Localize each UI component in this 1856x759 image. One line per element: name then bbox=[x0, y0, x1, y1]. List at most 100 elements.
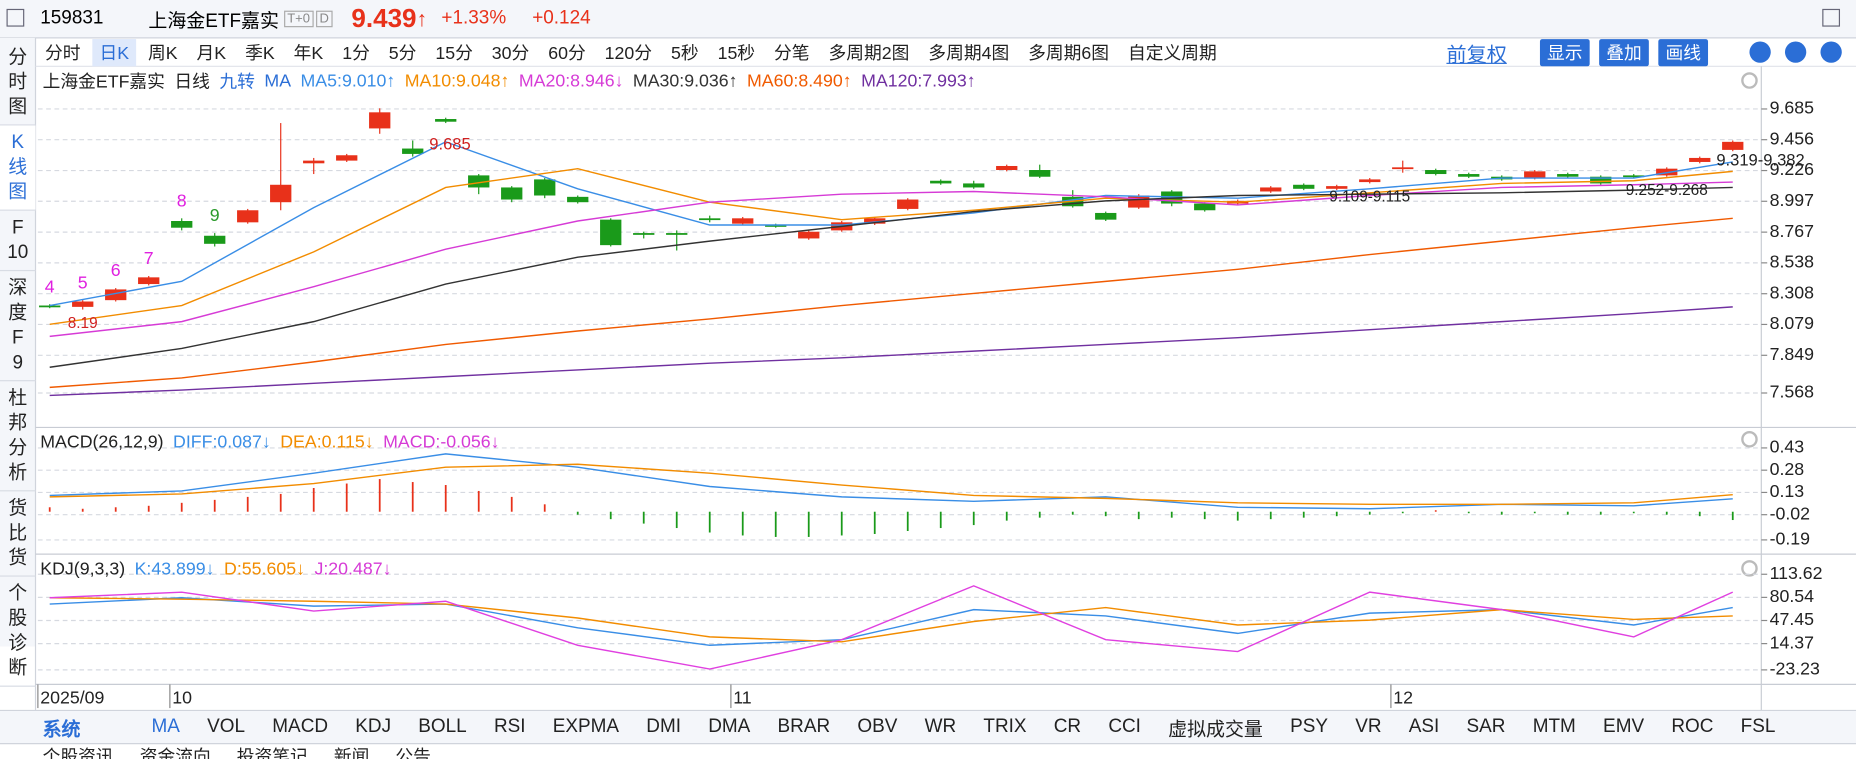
info-tab[interactable]: 公告 bbox=[395, 746, 431, 759]
candle-body bbox=[1425, 170, 1447, 175]
y-tick-label: 0.28 bbox=[1770, 459, 1805, 479]
indicator-tab[interactable]: EXPMA bbox=[552, 716, 620, 737]
side-tab[interactable]: 货比货 bbox=[0, 491, 36, 577]
candle-body bbox=[633, 233, 655, 235]
period-tab[interactable]: 月K bbox=[196, 43, 227, 64]
candle-body bbox=[1689, 157, 1711, 162]
candle-body bbox=[237, 210, 259, 223]
candle-body bbox=[864, 218, 886, 224]
side-tab[interactable]: 分时图 bbox=[0, 40, 36, 126]
legend-item: 上海金ETF嘉实 bbox=[42, 71, 165, 92]
candle-body bbox=[963, 183, 985, 188]
period-tab[interactable]: 多周期6图 bbox=[1028, 43, 1110, 64]
side-tab[interactable]: F10 bbox=[0, 211, 36, 272]
macd-legend: MACD(26,12,9) DIFF:0.087↓ DEA:0.115↓ MACD:-… bbox=[40, 430, 509, 454]
indicator-tab[interactable]: SAR bbox=[1466, 716, 1506, 737]
period-tab[interactable]: 60分 bbox=[548, 43, 586, 64]
candle-body bbox=[171, 220, 193, 228]
candle-body bbox=[1326, 186, 1348, 189]
candle-body bbox=[72, 301, 94, 307]
indicator-tab[interactable]: VR bbox=[1355, 716, 1382, 737]
period-tab[interactable]: 多周期4图 bbox=[928, 43, 1010, 64]
annotation: 4 bbox=[45, 276, 55, 296]
indicator-tab[interactable]: 虚拟成交量 bbox=[1168, 719, 1263, 741]
settings-icon[interactable] bbox=[1741, 560, 1758, 577]
toolbar-button[interactable]: 显示 bbox=[1539, 38, 1590, 66]
toolbar-button[interactable]: 叠加 bbox=[1599, 38, 1649, 66]
indicator-tab[interactable]: EMV bbox=[1603, 716, 1645, 737]
window-icon[interactable] bbox=[1822, 8, 1841, 27]
indicator-tab[interactable]: ASI bbox=[1408, 716, 1440, 737]
period-tab[interactable]: 15分 bbox=[435, 43, 473, 64]
y-tick-label: 7.568 bbox=[1770, 382, 1815, 402]
legend-item: MA120:7.993↑ bbox=[861, 70, 976, 91]
zoom-in-button[interactable] bbox=[1784, 41, 1807, 63]
indicator-tab[interactable]: WR bbox=[924, 716, 957, 737]
candle-body bbox=[468, 175, 490, 188]
indicator-tab[interactable]: BRAR bbox=[777, 716, 831, 737]
period-tab[interactable]: 1分 bbox=[342, 43, 370, 64]
period-tab[interactable]: 5秒 bbox=[670, 43, 699, 64]
indicator-line bbox=[49, 585, 1734, 670]
side-tab[interactable]: 深度F9 bbox=[0, 271, 36, 382]
info-tab[interactable]: 个股资讯 bbox=[42, 746, 114, 759]
legend-item: MA60:8.490↑ bbox=[747, 70, 852, 91]
settings-icon[interactable] bbox=[1741, 72, 1758, 89]
indicator-tab[interactable]: BOLL bbox=[418, 716, 467, 737]
indicator-tab[interactable]: ROC bbox=[1671, 716, 1714, 737]
period-tab[interactable]: 5分 bbox=[388, 43, 417, 64]
period-tab[interactable]: 自定义周期 bbox=[1127, 43, 1217, 64]
indicator-tab[interactable]: MTM bbox=[1532, 716, 1576, 737]
side-tab[interactable]: K线图 bbox=[0, 125, 36, 211]
indicator-tab[interactable]: MA bbox=[151, 716, 180, 737]
indicator-tab[interactable]: CR bbox=[1053, 716, 1082, 737]
period-tab[interactable]: 15秒 bbox=[717, 43, 756, 64]
indicator-tab[interactable]: VOL bbox=[207, 716, 246, 737]
candle-body bbox=[1722, 141, 1744, 150]
title-row: 159831 上海金ETF嘉实 T+0 D 9.439 ↑ +1.33% +0.… bbox=[40, 4, 590, 34]
system-tab[interactable]: 系统 bbox=[42, 719, 81, 741]
indicator-tab[interactable]: MACD bbox=[272, 716, 329, 737]
info-tab[interactable]: 投资笔记 bbox=[236, 746, 308, 759]
zoom-out-button[interactable] bbox=[1820, 41, 1842, 63]
candle-body bbox=[1260, 187, 1282, 192]
indicator-tab[interactable]: CCI bbox=[1108, 716, 1141, 737]
period-tab[interactable]: 分时 bbox=[44, 43, 81, 64]
indicator-tab[interactable]: DMA bbox=[708, 716, 751, 737]
indicator-line bbox=[49, 186, 1733, 368]
candle-body bbox=[897, 199, 919, 209]
indicator-tab[interactable]: OBV bbox=[857, 716, 898, 737]
side-tab[interactable]: 杜邦分析 bbox=[0, 381, 36, 492]
indicator-tab[interactable]: TRIX bbox=[983, 716, 1027, 737]
period-tab[interactable]: 120分 bbox=[604, 43, 653, 64]
annotation: 7 bbox=[144, 248, 154, 268]
window-icon[interactable] bbox=[6, 8, 25, 27]
info-tab[interactable]: 资金流向 bbox=[139, 746, 211, 759]
indicator-tab[interactable]: RSI bbox=[493, 716, 526, 737]
indicator-line bbox=[49, 597, 1733, 643]
candle-body bbox=[798, 231, 820, 239]
toolbar-button[interactable]: 前复权 bbox=[1446, 43, 1507, 66]
indicator-tab[interactable]: KDJ bbox=[355, 716, 392, 737]
y-tick-label: 8.308 bbox=[1770, 282, 1815, 302]
side-tabs: 分时图 K线图 F10 深度F9 杜邦分析 货比货 个股诊断 bbox=[0, 40, 36, 687]
candle-body bbox=[1128, 195, 1150, 208]
settings-icon[interactable] bbox=[1741, 431, 1758, 448]
period-tab[interactable]: 30分 bbox=[491, 43, 530, 64]
toolbar-button[interactable]: 画线 bbox=[1658, 38, 1709, 66]
indicator-tab[interactable]: FSL bbox=[1740, 716, 1776, 737]
period-tab[interactable]: 周K bbox=[147, 43, 178, 64]
period-tab[interactable]: 日K bbox=[92, 38, 137, 66]
indicator-tab[interactable]: PSY bbox=[1290, 716, 1329, 737]
indicator-tab[interactable]: DMI bbox=[646, 716, 681, 737]
period-tab[interactable]: 分笔 bbox=[774, 43, 810, 64]
period-tab[interactable]: 年K bbox=[293, 43, 324, 64]
refresh-button[interactable] bbox=[1749, 41, 1771, 63]
side-tab[interactable]: 个股诊断 bbox=[0, 577, 36, 687]
period-tab[interactable]: 季K bbox=[245, 43, 275, 64]
info-tab[interactable]: 新闻 bbox=[333, 746, 370, 759]
indicator-line bbox=[49, 167, 1733, 326]
period-tab[interactable]: 多周期2图 bbox=[828, 43, 910, 64]
y-tick-label: 47.45 bbox=[1770, 609, 1815, 629]
annotation: 6 bbox=[111, 260, 121, 280]
